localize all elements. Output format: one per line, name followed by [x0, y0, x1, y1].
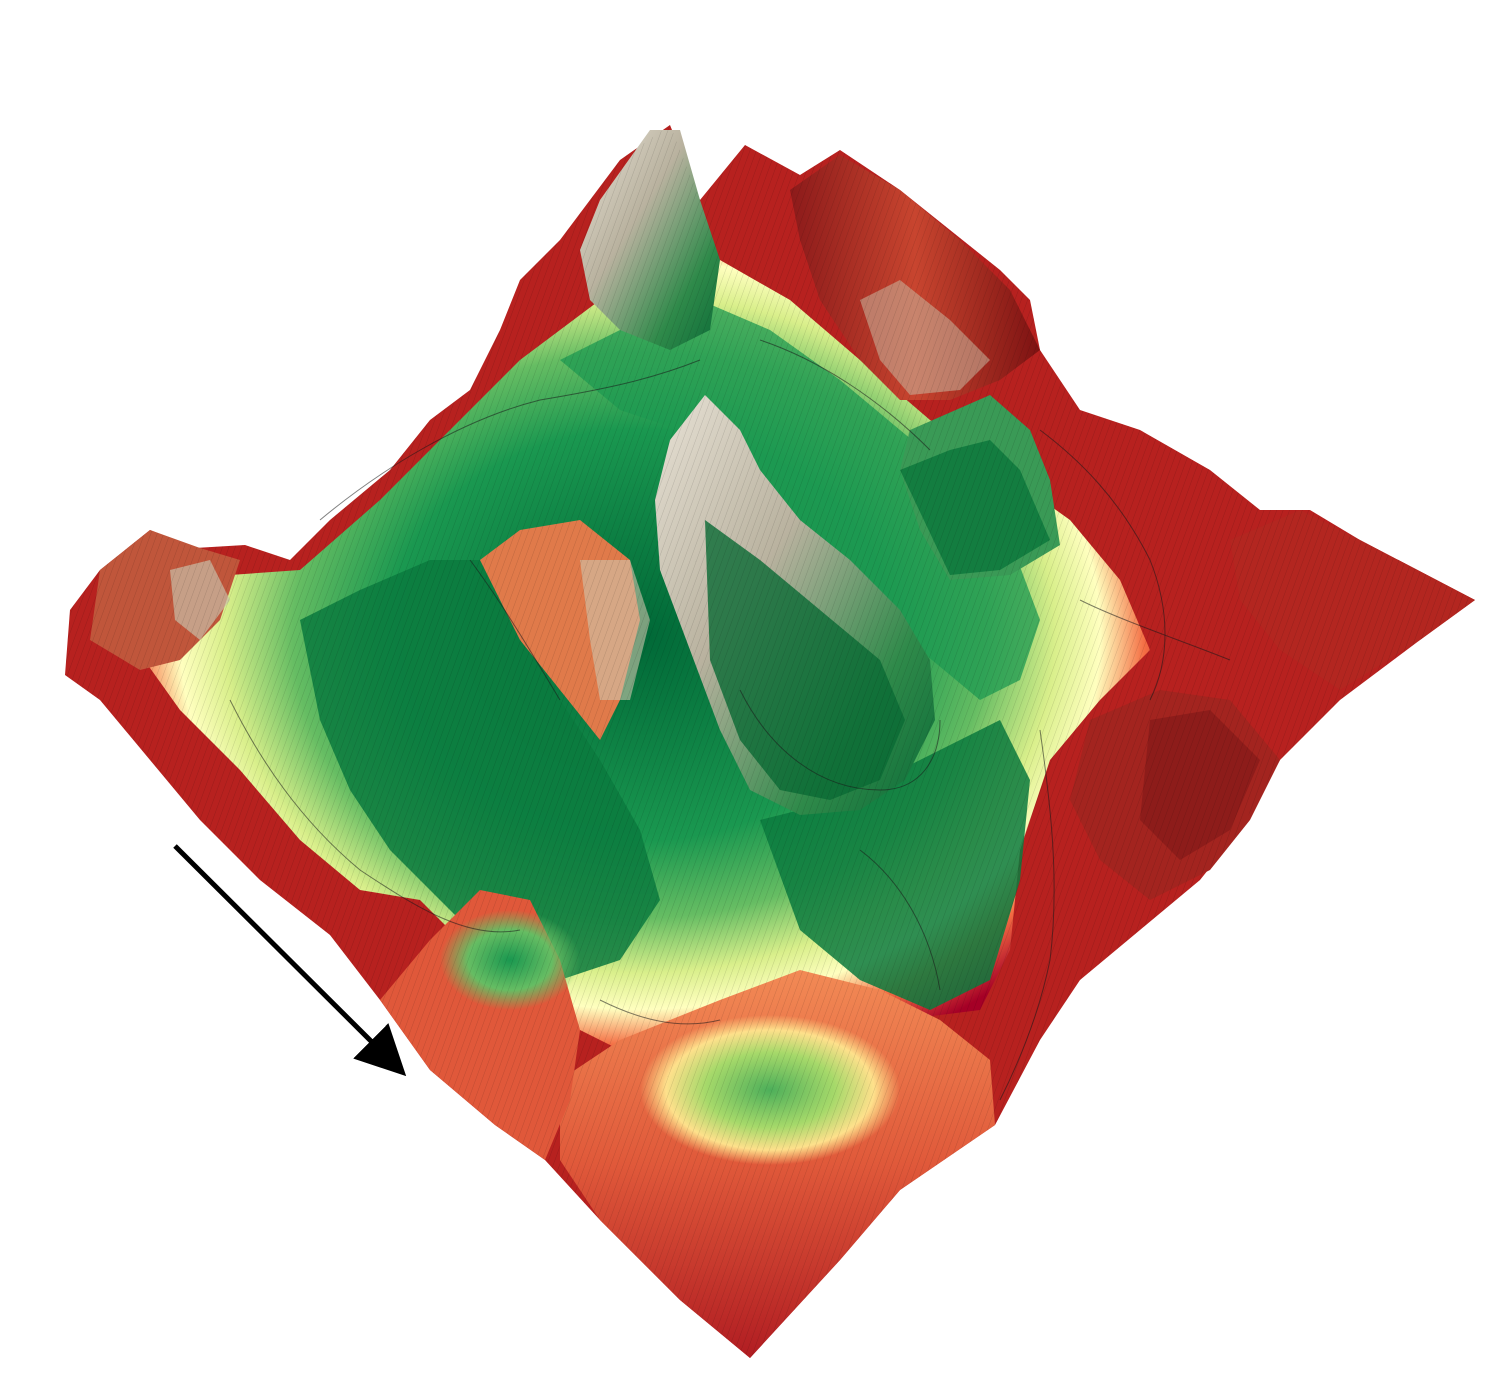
contour-lines	[229, 339, 1231, 1101]
direction-arrow	[173, 844, 407, 1077]
contour-overlay	[65, 125, 1475, 1358]
